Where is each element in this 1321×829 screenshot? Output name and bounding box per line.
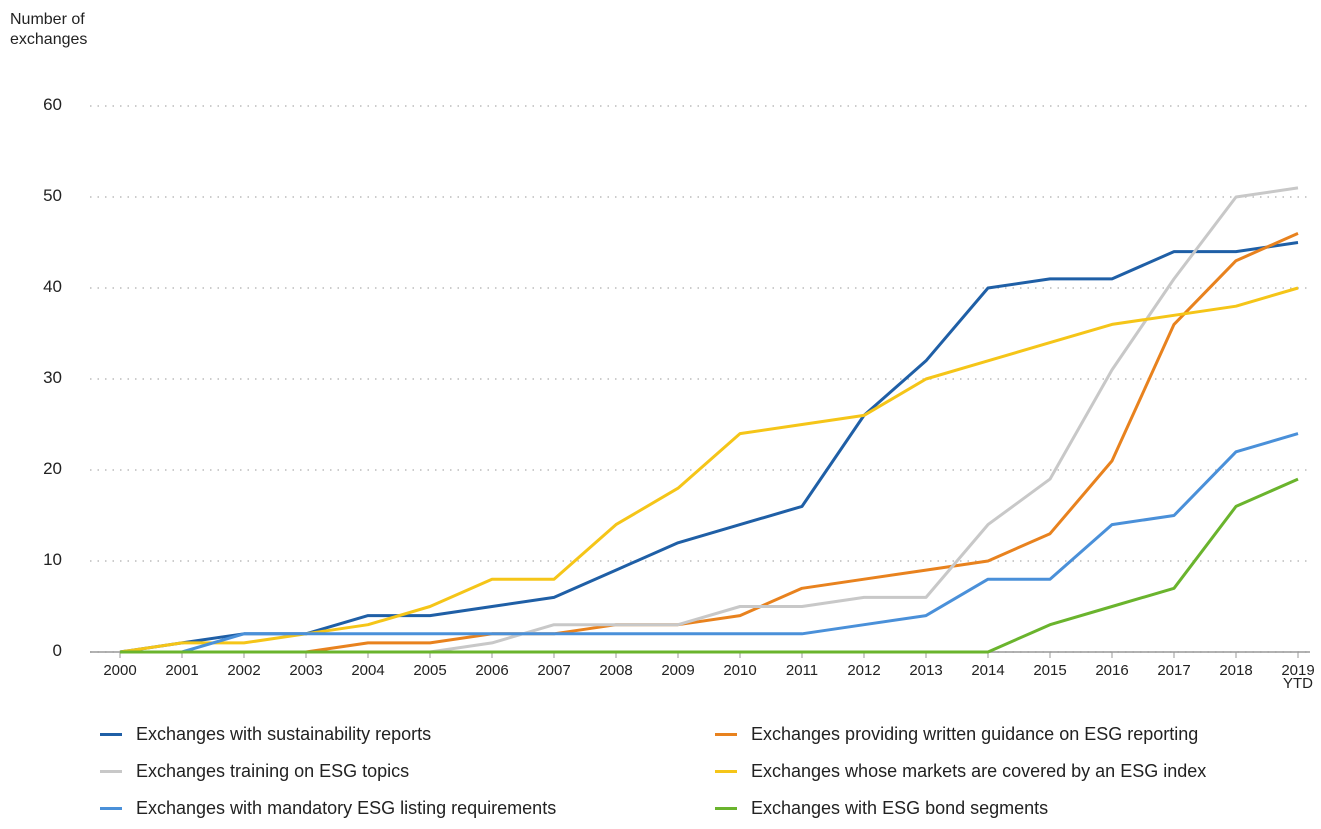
x-tick-label: 2006 <box>475 662 509 679</box>
legend-item: Exchanges with ESG bond segments <box>715 798 1048 819</box>
legend-label: Exchanges with mandatory ESG listing req… <box>136 798 557 818</box>
series-line <box>120 186 1299 654</box>
series-line <box>119 241 1299 654</box>
x-tick-label: 2017 <box>1157 662 1191 679</box>
legend-label: Exchanges providing written guidance on … <box>751 724 1199 744</box>
x-tick-label: 2005 <box>413 662 447 679</box>
y-axis-label: Number of exchanges <box>10 11 88 48</box>
series-line <box>120 232 1299 654</box>
x-tick-label: 2000 <box>103 662 137 679</box>
legend-item: Exchanges whose markets are covered by a… <box>715 761 1206 782</box>
y-tick-label: 0 <box>52 641 62 660</box>
legend-label: Exchanges with sustainability reports <box>136 724 432 744</box>
y-tick-label: 30 <box>43 368 62 387</box>
x-tick-label: 2016 <box>1095 662 1129 679</box>
legend-swatch <box>715 733 737 736</box>
legend-item: Exchanges training on ESG topics <box>100 761 409 782</box>
x-tick-label: 2001 <box>165 662 199 679</box>
y-tick-label: 10 <box>43 550 62 569</box>
legend-swatch <box>100 770 122 773</box>
legend-item: Exchanges with sustainability reports <box>100 724 431 745</box>
x-tick-label: 2008 <box>599 662 633 679</box>
y-tick-label: 60 <box>43 95 62 114</box>
legend-item: Exchanges providing written guidance on … <box>715 724 1198 745</box>
legend-swatch <box>715 770 737 773</box>
y-tick-label: 20 <box>43 459 62 478</box>
y-tick-label: 40 <box>43 277 62 296</box>
x-tick-label: 2012 <box>847 662 881 679</box>
x-tick-label: 2010 <box>723 662 757 679</box>
legend-label: Exchanges with ESG bond segments <box>751 798 1049 818</box>
x-tick-label: 2019 YTD <box>1281 662 1315 692</box>
x-tick-label: 2015 <box>1033 662 1067 679</box>
legend-swatch <box>100 733 122 736</box>
x-tick-label: 2011 <box>785 662 819 679</box>
legend-label: Exchanges whose markets are covered by a… <box>751 761 1207 781</box>
series-line <box>120 432 1299 654</box>
x-tick-label: 2002 <box>227 662 261 679</box>
x-tick-label: 2018 <box>1219 662 1253 679</box>
series-line <box>120 477 1299 654</box>
y-tick-label: 50 <box>43 186 62 205</box>
x-tick-label: 2009 <box>661 662 695 679</box>
x-tick-label: 2004 <box>351 662 385 679</box>
x-tick-label: 2013 <box>909 662 943 679</box>
legend-item: Exchanges with mandatory ESG listing req… <box>100 798 556 819</box>
legend-label: Exchanges training on ESG topics <box>136 761 410 781</box>
x-tick-label: 2014 <box>971 662 1005 679</box>
x-tick-label: 2003 <box>289 662 323 679</box>
series-line <box>119 286 1299 654</box>
legend-swatch <box>100 807 122 810</box>
x-tick-label: 2007 <box>537 662 571 679</box>
legend-swatch <box>715 807 737 810</box>
